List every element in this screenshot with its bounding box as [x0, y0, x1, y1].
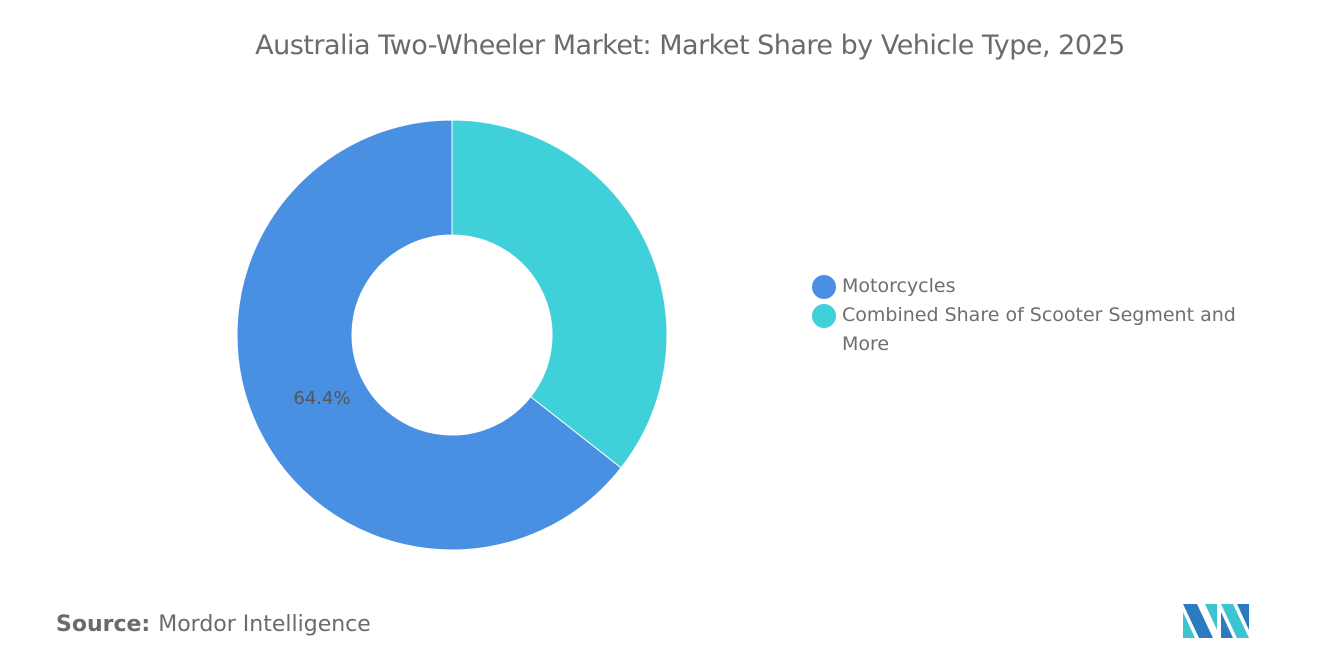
slice-motorcycles[interactable] — [236, 119, 622, 551]
mordor-logo-icon — [1183, 604, 1249, 638]
legend-item-motorcycles[interactable]: Motorcycles — [812, 272, 1272, 301]
legend: Motorcycles Combined Share of Scooter Se… — [812, 272, 1272, 359]
legend-swatch — [812, 275, 836, 299]
source: Source: Mordor Intelligence — [56, 612, 371, 637]
source-value: Mordor Intelligence — [158, 612, 371, 637]
legend-label: Motorcycles — [842, 275, 956, 297]
legend-swatch — [812, 304, 836, 328]
source-label: Source: — [56, 612, 151, 637]
legend-label: Combined Share of Scooter Segment and Mo… — [842, 304, 1236, 355]
chart-title: Australia Two-Wheeler Market: Market Sha… — [255, 30, 1125, 61]
data-label-motorcycles: 64.4% — [293, 388, 350, 409]
slice-scooter-and-more[interactable] — [451, 119, 668, 469]
legend-item-scooter[interactable]: Combined Share of Scooter Segment and Mo… — [812, 301, 1272, 359]
